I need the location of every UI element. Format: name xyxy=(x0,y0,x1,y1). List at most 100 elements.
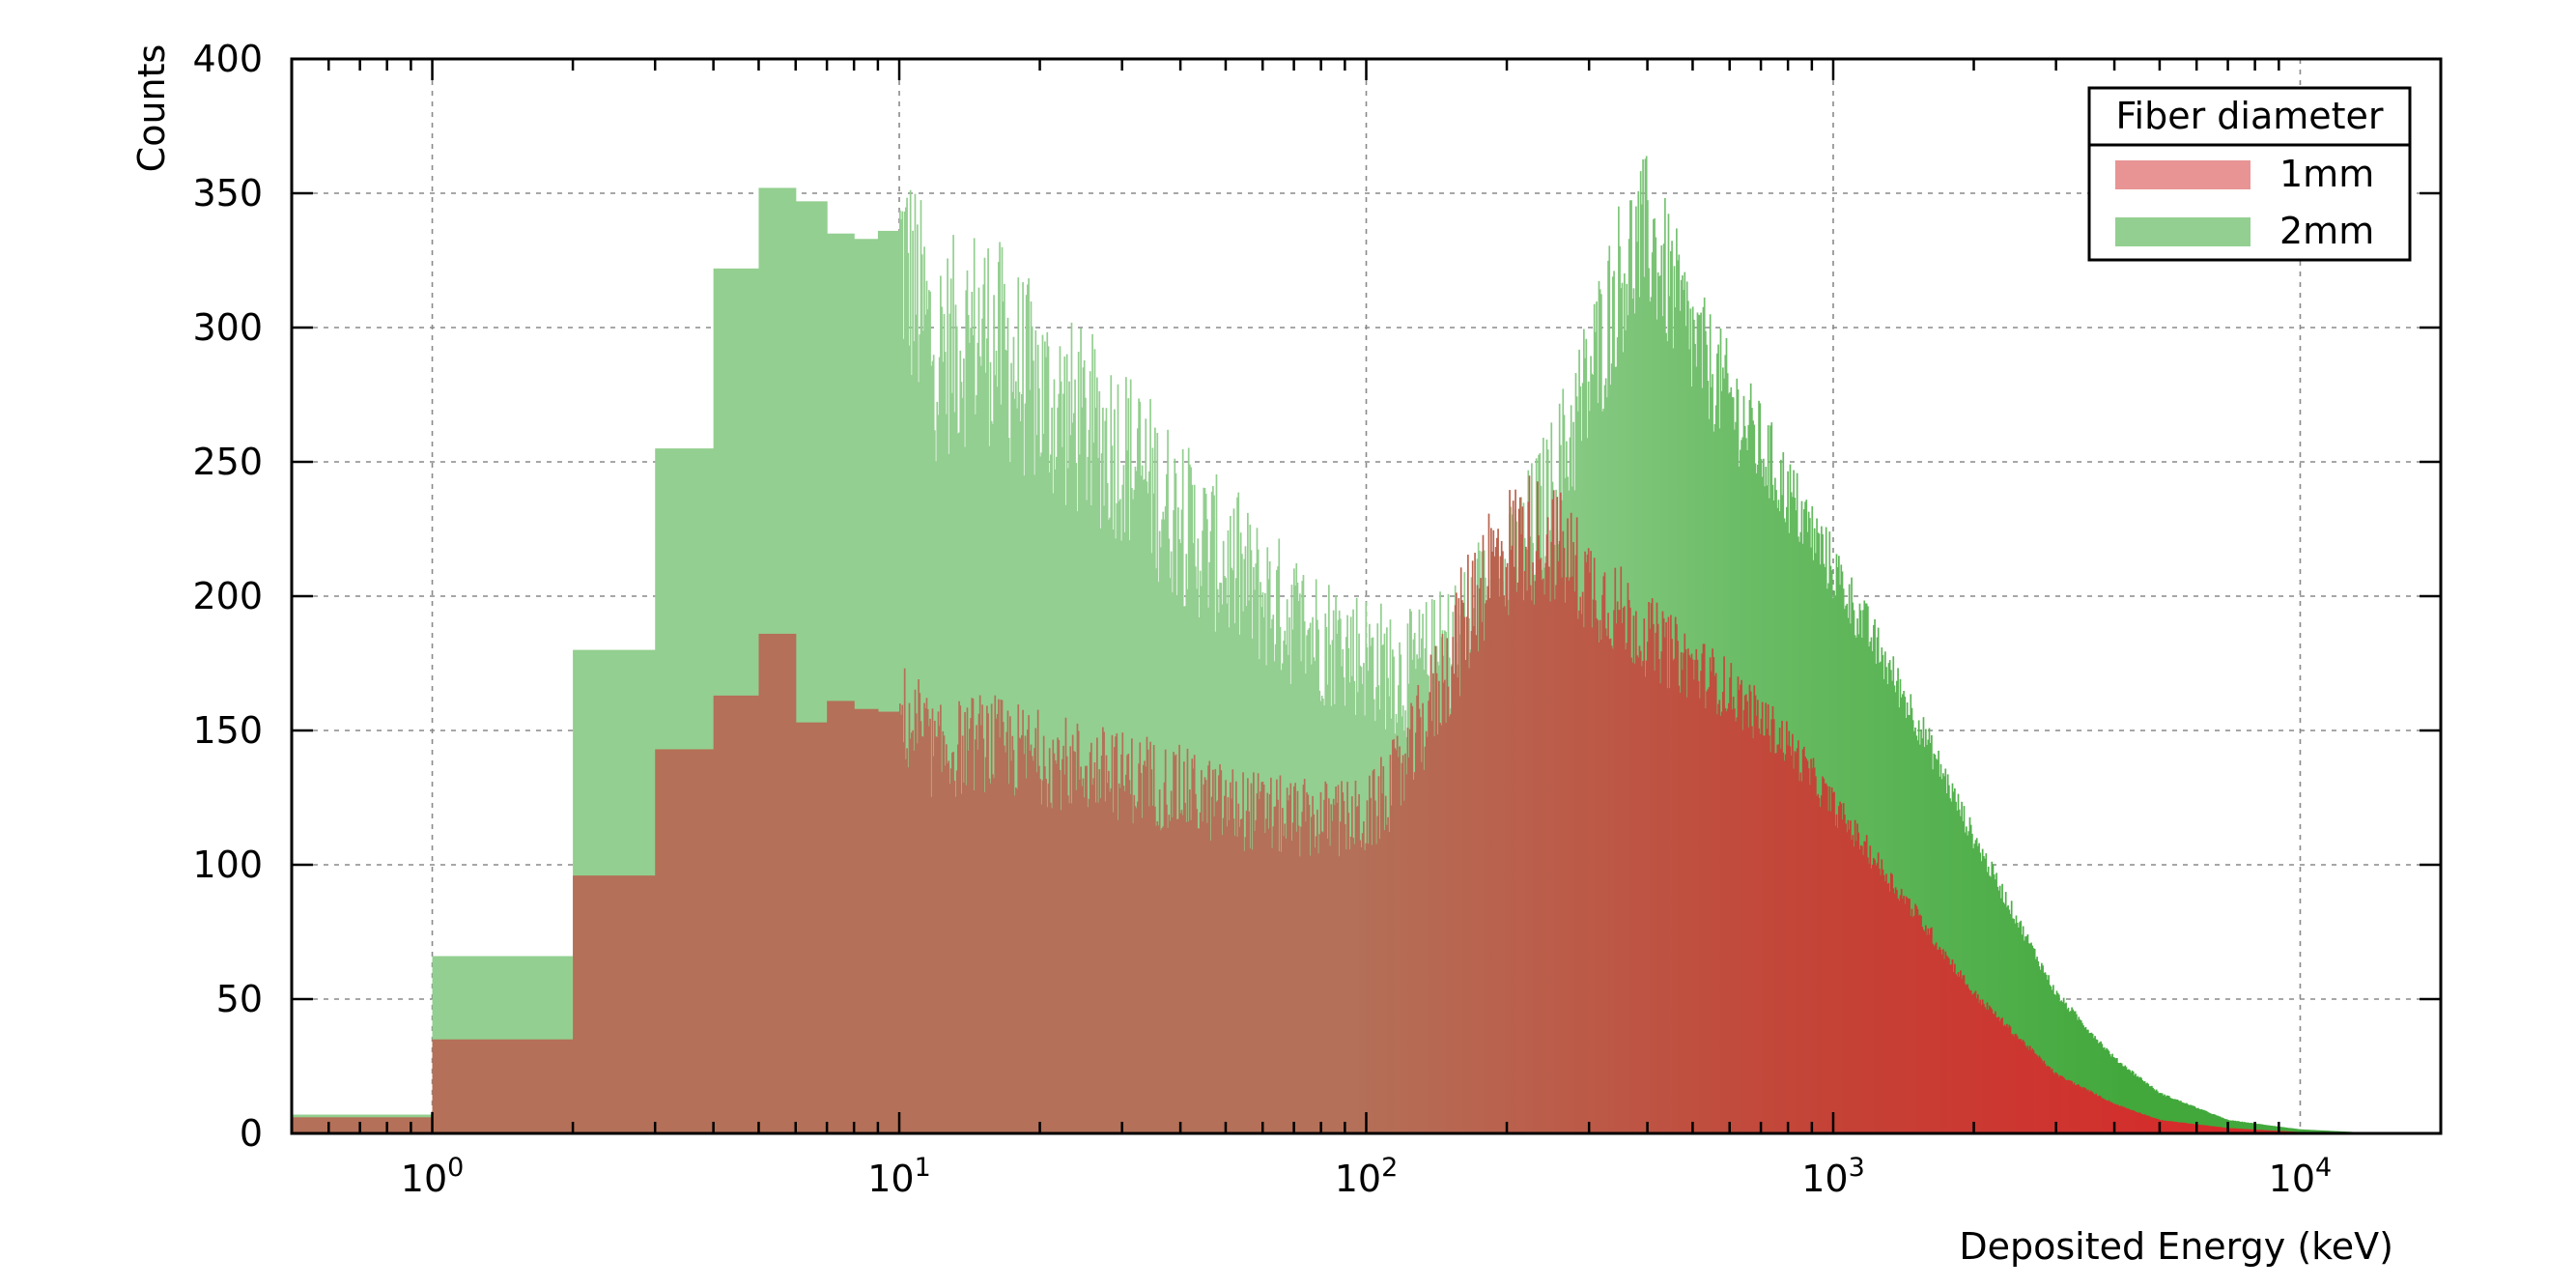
bar-1mm xyxy=(1250,783,1253,1133)
bar-2mm xyxy=(2177,1100,2180,1133)
bar-1mm xyxy=(2245,1129,2247,1133)
bar-1mm xyxy=(1973,992,1976,1133)
bar-1mm xyxy=(1567,518,1569,1133)
bar-2mm xyxy=(2088,1033,2090,1133)
bar-1mm xyxy=(1009,716,1011,1133)
bar-2mm xyxy=(952,235,954,1133)
bar-2mm xyxy=(1934,755,1937,1133)
bar-2mm xyxy=(2041,962,2043,1133)
bar-1mm xyxy=(1858,848,1861,1133)
bar-1mm xyxy=(1903,896,1905,1133)
bar-1mm xyxy=(1836,827,1839,1133)
bar-1mm xyxy=(1722,691,1724,1133)
bar-1mm xyxy=(1649,628,1652,1133)
bar-1mm xyxy=(1452,637,1455,1133)
bar-2mm xyxy=(2230,1120,2233,1133)
bar-1mm xyxy=(1724,707,1727,1133)
bar-1mm xyxy=(2070,1080,2072,1133)
bar-1mm xyxy=(2175,1121,2177,1133)
bar-1mm xyxy=(1534,581,1537,1133)
bar-1mm xyxy=(1179,813,1182,1133)
bar-2mm xyxy=(2101,1044,2104,1133)
bar-2mm xyxy=(2239,1121,2241,1133)
bar-2mm xyxy=(1213,495,1215,1133)
bar-1mm xyxy=(1138,763,1140,1133)
bar-1mm xyxy=(1481,621,1484,1133)
bar-1mm xyxy=(2166,1121,2168,1133)
bar-1mm xyxy=(432,1039,574,1133)
bar-1mm xyxy=(1983,1004,1985,1133)
bar-1mm xyxy=(2223,1128,2226,1133)
bar-1mm xyxy=(1197,828,1200,1133)
bar-2mm xyxy=(2137,1075,2139,1133)
bar-1mm xyxy=(1367,844,1370,1133)
x-axis-tick-labels: 100 101 102 103 104 xyxy=(401,1153,2332,1200)
bar-2mm xyxy=(2143,1081,2146,1133)
bar-2mm xyxy=(2194,1107,2197,1133)
bar-1mm xyxy=(1939,949,1942,1133)
bar-2mm xyxy=(2001,883,2003,1133)
bar-1mm xyxy=(1537,481,1539,1133)
bar-1mm xyxy=(1438,680,1440,1133)
bar-1mm xyxy=(1616,601,1619,1133)
bar-2mm xyxy=(905,207,907,1133)
bar-1mm xyxy=(1795,752,1798,1133)
bar-2mm xyxy=(2105,1049,2107,1133)
bar-1mm xyxy=(2240,1129,2243,1133)
bar-1mm xyxy=(1728,702,1730,1133)
bar-2mm xyxy=(2320,1130,2322,1133)
bar-1mm xyxy=(1696,659,1699,1133)
bar-1mm xyxy=(1577,618,1579,1133)
bar-1mm xyxy=(1580,614,1583,1133)
bar-1mm xyxy=(976,725,977,1133)
bar-2mm xyxy=(2292,1128,2295,1133)
bar-1mm xyxy=(1169,820,1172,1133)
bar-2mm xyxy=(977,287,980,1133)
bar-1mm xyxy=(1923,930,1926,1133)
bar-2mm xyxy=(2155,1089,2158,1133)
series-1mm-bars xyxy=(292,475,2384,1133)
bar-1mm xyxy=(1428,701,1430,1133)
bar-1mm xyxy=(1150,769,1153,1133)
bar-1mm xyxy=(1280,851,1283,1133)
bar-1mm xyxy=(2241,1129,2244,1133)
bar-2mm xyxy=(1991,861,1994,1133)
bar-1mm xyxy=(1239,818,1242,1133)
bar-2mm xyxy=(2114,1058,2117,1133)
bar-1mm xyxy=(2009,1026,2012,1133)
bar-2mm xyxy=(2212,1113,2215,1133)
bar-2mm xyxy=(2259,1124,2262,1133)
bar-2mm xyxy=(1137,428,1139,1133)
bar-1mm xyxy=(1902,898,1904,1133)
bar-1mm xyxy=(2027,1049,2030,1133)
bar-1mm xyxy=(2026,1045,2029,1133)
bar-2mm xyxy=(2190,1104,2193,1133)
bar-2mm xyxy=(2315,1130,2318,1133)
bar-1mm xyxy=(2029,1045,2031,1133)
bar-2mm xyxy=(993,295,995,1133)
bar-1mm xyxy=(2212,1126,2215,1133)
bar-2mm xyxy=(2130,1072,2133,1133)
x-tick-label: 101 xyxy=(867,1153,931,1200)
bar-2mm xyxy=(2097,1043,2100,1133)
bar-2mm xyxy=(2096,1040,2099,1133)
bar-2mm xyxy=(2255,1123,2257,1133)
bar-2mm xyxy=(1956,810,1959,1133)
bar-1mm xyxy=(1237,803,1240,1133)
bar-1mm xyxy=(1510,550,1513,1133)
bar-1mm xyxy=(1048,748,1051,1133)
bar-2mm xyxy=(2125,1067,2128,1133)
bar-1mm xyxy=(2084,1088,2087,1133)
bar-1mm xyxy=(1713,657,1715,1133)
bar-1mm xyxy=(1272,826,1275,1133)
bar-1mm xyxy=(1633,663,1636,1133)
bar-1mm xyxy=(1305,821,1307,1133)
bar-1mm xyxy=(1127,753,1130,1133)
bar-1mm xyxy=(2135,1111,2137,1133)
bar-2mm xyxy=(2313,1130,2315,1133)
bar-1mm xyxy=(1995,1011,1996,1133)
bar-1mm xyxy=(1738,689,1741,1133)
bar-1mm xyxy=(1767,704,1769,1133)
bar-1mm xyxy=(1439,723,1441,1133)
bar-1mm xyxy=(996,714,999,1133)
